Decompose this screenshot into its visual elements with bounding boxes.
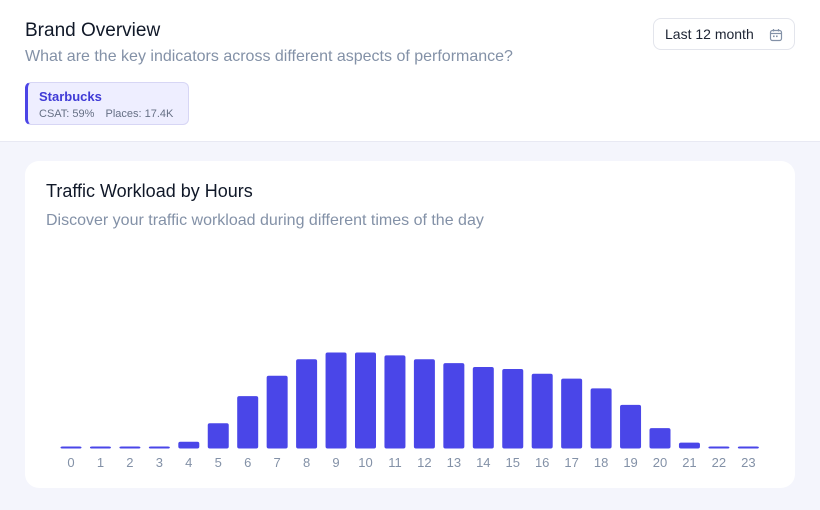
traffic-workload-card: Traffic Workload by Hours Discover your … xyxy=(25,161,795,488)
brand-name: Starbucks xyxy=(39,89,102,104)
bar-hour-12[interactable] xyxy=(413,359,435,449)
brand-stats: CSAT: 59% Places: 17.4K xyxy=(39,108,188,120)
bar-hour-4[interactable] xyxy=(178,441,200,449)
bar-hour-0[interactable] xyxy=(60,446,82,449)
bar-hour-18[interactable] xyxy=(590,388,612,449)
bar-hour-17[interactable] xyxy=(561,378,583,449)
x-tick-label: 13 xyxy=(447,455,461,470)
x-tick-label: 15 xyxy=(506,455,520,470)
x-tick-label: 20 xyxy=(653,455,667,470)
brand-csat: CSAT: 59% xyxy=(39,108,95,120)
bar-hour-16[interactable] xyxy=(531,373,553,449)
bar-hour-8[interactable] xyxy=(296,359,318,449)
x-tick-label: 10 xyxy=(358,455,372,470)
brand-chip-starbucks[interactable]: Starbucks CSAT: 59% Places: 17.4K xyxy=(25,82,189,125)
x-tick-label: 1 xyxy=(97,455,104,470)
x-tick-label: 6 xyxy=(244,455,251,470)
x-tick-label: 0 xyxy=(67,455,74,470)
x-tick-label: 7 xyxy=(274,455,281,470)
card-subtitle: Discover your traffic workload during di… xyxy=(46,212,484,229)
page-title: Brand Overview xyxy=(25,20,161,41)
x-tick-label: 4 xyxy=(185,455,192,470)
x-tick-label: 16 xyxy=(535,455,549,470)
bar-hour-13[interactable] xyxy=(443,363,465,449)
traffic-bar-chart: 0 1 2 3 4 5 6 7 8 9 10 11 12 13 14 15 16 17 18 19 20 21 22 23 xyxy=(60,352,759,470)
x-tick-label: 3 xyxy=(156,455,163,470)
x-tick-label: 9 xyxy=(332,455,339,470)
bar-hour-21[interactable] xyxy=(678,442,700,449)
x-tick-label: 19 xyxy=(623,455,637,470)
date-range-picker[interactable]: Last 12 month xyxy=(653,18,795,50)
card-title: Traffic Workload by Hours xyxy=(46,181,253,201)
x-tick-label: 23 xyxy=(741,455,755,470)
brand-places: Places: 17.4K xyxy=(105,108,174,120)
x-tick-label: 21 xyxy=(682,455,696,470)
calendar-icon xyxy=(769,29,783,42)
bar-hour-23[interactable] xyxy=(737,446,759,449)
x-tick-label: 14 xyxy=(476,455,490,470)
x-tick-label: 12 xyxy=(417,455,431,470)
bar-hour-22[interactable] xyxy=(708,446,730,449)
x-tick-label: 18 xyxy=(594,455,608,470)
bar-hour-20[interactable] xyxy=(649,428,671,449)
bar-hour-2[interactable] xyxy=(119,446,141,449)
x-tick-label: 22 xyxy=(712,455,726,470)
page-subtitle: What are the key indicators across diffe… xyxy=(25,48,513,65)
bar-hour-14[interactable] xyxy=(472,367,494,449)
x-tick-label: 17 xyxy=(564,455,578,470)
page-header: Brand Overview What are the key indicato… xyxy=(0,0,820,142)
bar-hour-10[interactable] xyxy=(355,352,376,449)
x-tick-label: 8 xyxy=(303,455,310,470)
bar-hour-3[interactable] xyxy=(148,446,170,449)
date-range-label: Last 12 month xyxy=(665,26,754,42)
bar-hour-19[interactable] xyxy=(620,404,642,449)
bar-hour-1[interactable] xyxy=(89,446,111,449)
bar-hour-15[interactable] xyxy=(502,368,524,449)
x-tick-label: 2 xyxy=(126,455,133,470)
bar-hour-7[interactable] xyxy=(266,375,288,449)
bar-hour-9[interactable] xyxy=(325,352,347,449)
bar-hour-11[interactable] xyxy=(384,355,406,449)
bar-hour-6[interactable] xyxy=(237,396,259,449)
x-tick-label: 11 xyxy=(388,455,402,470)
bar-hour-5[interactable] xyxy=(207,423,229,449)
x-tick-label: 5 xyxy=(215,455,222,470)
